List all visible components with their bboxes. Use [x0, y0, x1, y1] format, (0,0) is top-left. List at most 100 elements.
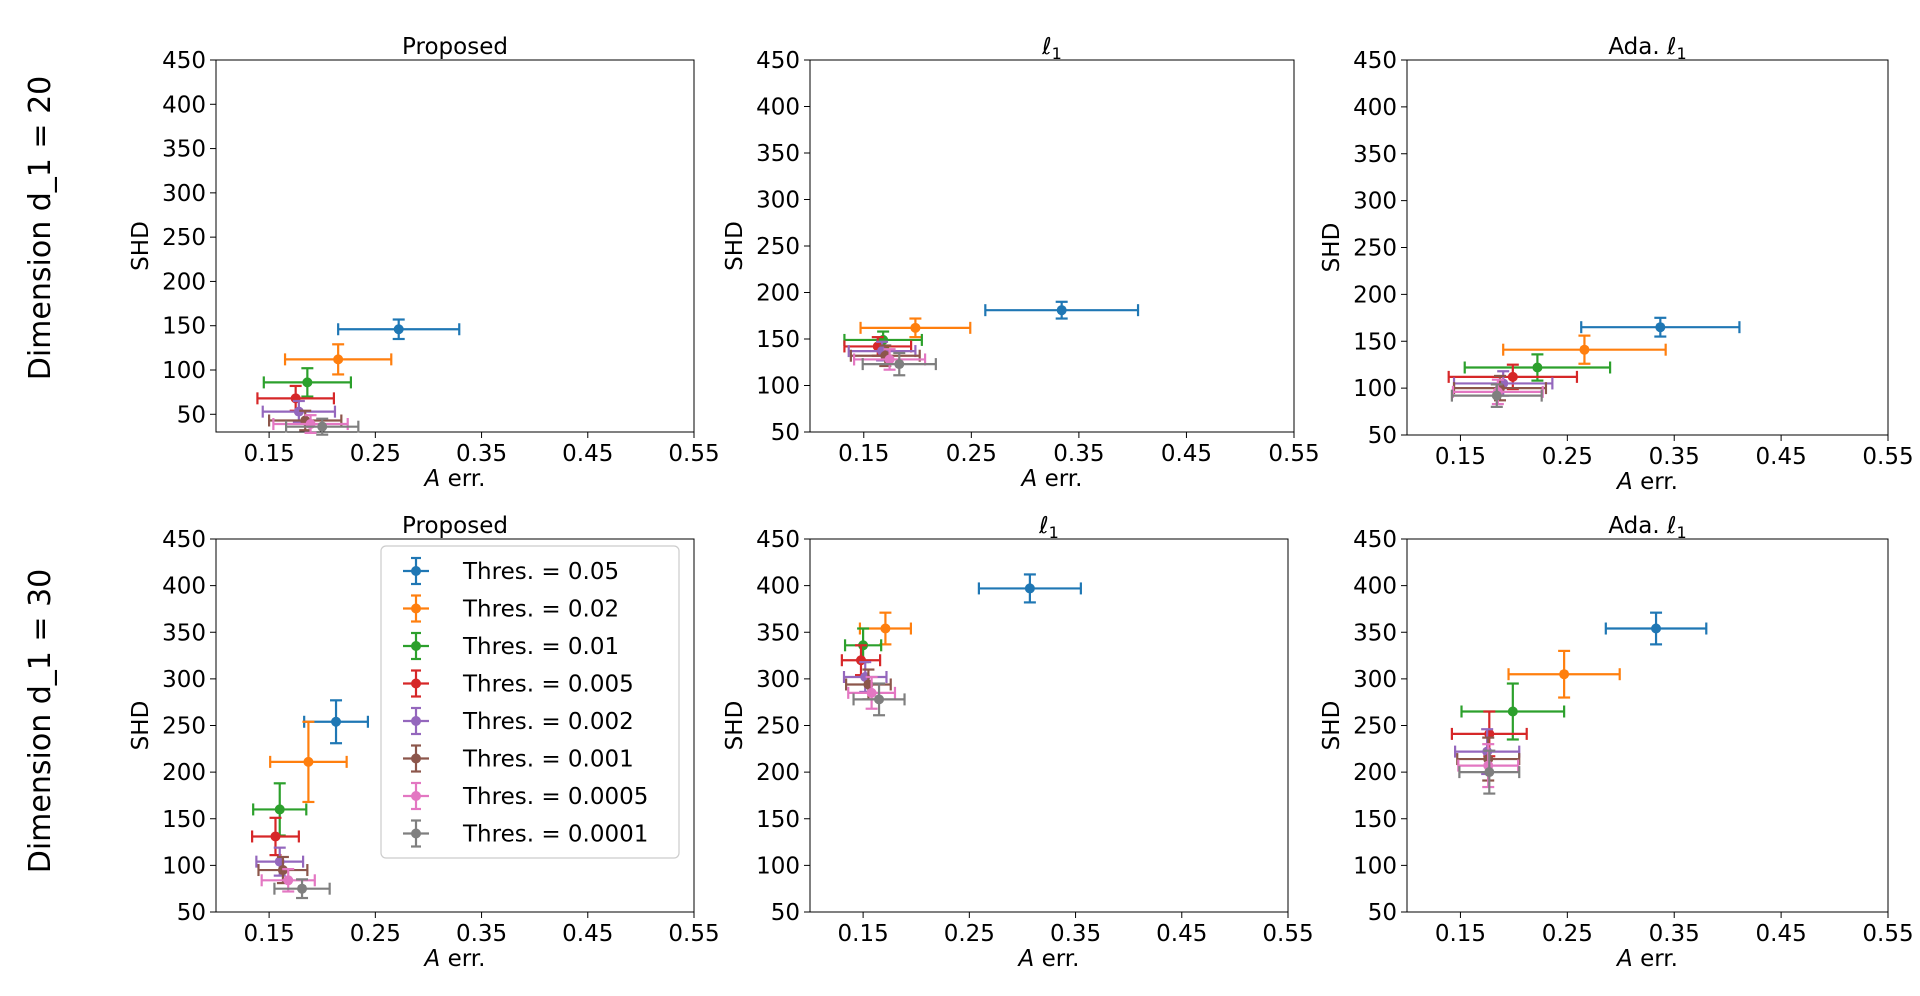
y-tick-label: 100 [756, 853, 800, 879]
legend-label: Thres. = 0.01 [462, 634, 619, 660]
panel-4: ℓ1 0.15 0.25 0.35 0.45 0.55 50 100 150 200 250 300 3… [722, 513, 1314, 972]
y-tick-label: 50 [771, 420, 800, 446]
data-point [283, 875, 294, 886]
y-tick-label: 450 [162, 527, 206, 553]
legend-entry: Thres. = 0.0001 [403, 819, 648, 848]
axes-frame [809, 538, 1289, 913]
y-tick-label: 150 [162, 314, 206, 340]
x-tick-label: 0.35 [1050, 921, 1101, 947]
y-axis-label: SHD [722, 701, 748, 751]
y-tick-label: 200 [1353, 760, 1397, 786]
x-tick-label: 0.35 [456, 921, 507, 947]
data-point [910, 322, 921, 333]
data-point [333, 354, 344, 365]
errorbar-point [1580, 316, 1741, 338]
legend-entry: Thres. = 0.0005 [403, 781, 648, 811]
x-axis-label: A err. [1017, 946, 1080, 972]
legend-entry: Thres. = 0.005 [403, 669, 634, 698]
y-tick-label: 100 [162, 358, 206, 384]
errorbar-point [1447, 363, 1579, 391]
errorbar-point [852, 348, 927, 371]
x-axis-label: A err. [423, 466, 486, 492]
y-tick-label: 450 [162, 48, 206, 74]
data-point [880, 623, 891, 634]
y-tick-label: 100 [756, 374, 800, 400]
legend-marker-dot [411, 716, 421, 726]
y-tick-label: 150 [162, 807, 206, 833]
y-tick-label: 150 [1353, 807, 1397, 833]
y-tick-label: 150 [1353, 329, 1397, 355]
y-tick-label: 300 [1353, 667, 1397, 693]
errorbar-point [1460, 682, 1566, 741]
x-tick-label: 0.35 [456, 441, 507, 467]
x-tick-label: 0.55 [668, 921, 719, 947]
y-tick-label: 250 [756, 234, 800, 260]
x-tick-label: 0.55 [1268, 441, 1319, 467]
y-tick-label: 450 [756, 48, 800, 74]
panel-title: Ada. ℓ1 [1608, 513, 1686, 542]
legend-label: Thres. = 0.0005 [462, 784, 648, 810]
legend-marker-dot [411, 753, 421, 764]
legend-label: Thres. = 0.005 [462, 672, 634, 698]
x-tick-label: 0.35 [1649, 921, 1700, 947]
y-tick-label: 50 [1368, 423, 1397, 449]
data-point [1056, 305, 1067, 316]
data-point [393, 324, 404, 335]
y-tick-label: 300 [162, 181, 206, 207]
errorbar-point [1507, 649, 1621, 699]
x-tick-label: 0.25 [944, 921, 995, 947]
x-tick-label: 0.25 [1542, 444, 1593, 470]
y-tick-label: 400 [756, 574, 800, 600]
errorbar-point [1463, 353, 1612, 382]
x-tick-label: 0.25 [350, 441, 401, 467]
x-axis-label: A err. [1615, 946, 1678, 972]
errorbar-point [262, 367, 353, 398]
y-tick-label: 200 [756, 760, 800, 786]
y-tick-label: 450 [1353, 48, 1397, 74]
panel-3: Proposed 0.15 0.25 0.35 0.45 0.55 50 100 150 200 2… [128, 513, 720, 972]
y-tick-label: 200 [162, 269, 206, 295]
y-tick-label: 200 [1353, 282, 1397, 308]
y-tick-label: 400 [1353, 574, 1397, 600]
legend: Thres. = 0.05 Thres. = 0.02 Thres. = 0.01 T… [380, 545, 680, 859]
panel-0: Proposed 0.15 0.25 0.35 0.45 0.55 50 100 150 200 2… [128, 34, 720, 492]
legend-marker-dot [411, 641, 421, 651]
data-point [1507, 371, 1518, 382]
x-axis-label: A err. [1615, 469, 1678, 495]
errorbar-point [859, 317, 972, 339]
errorbar-point [1604, 611, 1708, 646]
x-tick-label: 0.15 [1435, 444, 1486, 470]
legend-marker-dot [411, 603, 421, 614]
y-axis-label: SHD [128, 701, 154, 751]
y-tick-label: 100 [1353, 853, 1397, 879]
y-axis-label: SHD [1319, 223, 1345, 273]
errorbar-point [852, 682, 906, 717]
legend-label: Thres. = 0.002 [462, 709, 634, 735]
axes-frame [809, 59, 1295, 433]
errorbar-point [252, 782, 308, 837]
x-tick-label: 0.25 [946, 441, 997, 467]
legend-entry: Thres. = 0.001 [403, 744, 634, 773]
data-point [1507, 706, 1518, 717]
x-tick-label: 0.15 [838, 441, 889, 467]
axes-frame [1406, 538, 1889, 913]
data-point [303, 756, 314, 767]
data-point [274, 804, 285, 815]
row-label-1: Dimension d_1 = 30 [23, 569, 58, 874]
x-tick-label: 0.45 [1756, 921, 1807, 947]
y-tick-label: 300 [162, 667, 206, 693]
data-point [1491, 390, 1502, 401]
data-point [270, 831, 281, 842]
errorbar-point [977, 573, 1082, 604]
errorbar-point [283, 343, 393, 376]
x-tick-label: 0.25 [1542, 921, 1593, 947]
y-tick-label: 200 [756, 281, 800, 307]
errorbar-point [260, 868, 316, 893]
data-point [1655, 322, 1666, 333]
errorbar-point [984, 300, 1140, 320]
y-tick-label: 250 [1353, 714, 1397, 740]
x-tick-label: 0.15 [838, 921, 889, 947]
y-tick-label: 450 [1353, 527, 1397, 553]
y-tick-label: 350 [162, 620, 206, 646]
y-tick-label: 50 [771, 900, 800, 926]
